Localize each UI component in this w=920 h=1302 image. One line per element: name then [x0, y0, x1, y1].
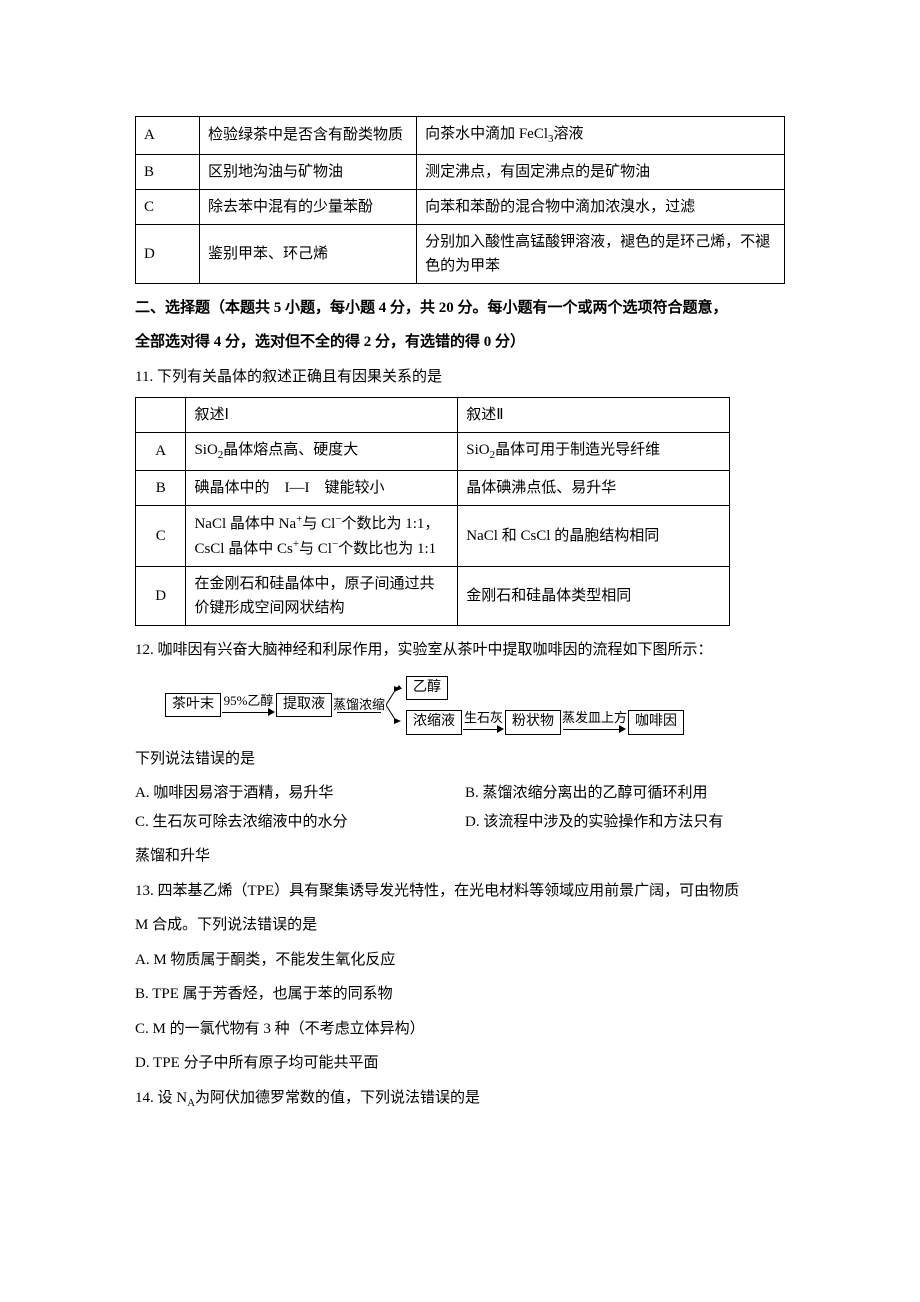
option: D. 该流程中涉及的实验操作和方法只有 [465, 808, 723, 837]
table-row: B 区别地沟油与矿物油 测定沸点，有固定沸点的是矿物油 [136, 154, 785, 189]
arrow-label: 生石灰 [464, 711, 503, 725]
cell-s2: 晶体碘沸点低、易升华 [458, 470, 730, 505]
option-cont: 蒸馏和升华 [135, 842, 790, 871]
section-heading: 全部选对得 4 分，选对但不全的得 2 分，有选错的得 0 分） [135, 328, 790, 357]
question-sub: 下列说法错误的是 [135, 745, 790, 774]
question-stem: M 合成。下列说法错误的是 [135, 911, 790, 940]
flow-node: 茶叶末 [165, 693, 221, 717]
option: D. TPE 分子中所有原子均可能共平面 [135, 1049, 790, 1078]
flow-node: 提取液 [276, 693, 332, 717]
table-row: C NaCl 晶体中 Na+与 Cl−个数比为 1:1，CsCl 晶体中 Cs+… [136, 505, 730, 566]
table-row: D 在金刚石和硅晶体中，原子间通过共价键形成空间网状结构 金刚石和硅晶体类型相同 [136, 566, 730, 625]
flow-node: 乙醇 [406, 676, 448, 700]
flow-arrow: 95%乙醇 [222, 694, 275, 716]
flow-diagram: 茶叶末 95%乙醇 提取液 蒸馏浓缩 乙醇 浓缩液 生石灰 粉状物 [165, 676, 790, 734]
table-q11: 叙述Ⅰ 叙述Ⅱ A SiO2晶体熔点高、硬度大 SiO2晶体可用于制造光导纤维 … [135, 397, 730, 626]
flow-arrow: 蒸发皿上方 [562, 711, 627, 733]
cell-s2: 金刚石和硅晶体类型相同 [458, 566, 730, 625]
option: B. TPE 属于芳香烃，也属于苯的同系物 [135, 980, 790, 1009]
cell-method: 向苯和苯酚的混合物中滴加浓溴水，过滤 [417, 189, 785, 224]
flow-arrow: 生石灰 [463, 711, 504, 733]
cell-label: A [136, 117, 200, 155]
cell-label: D [136, 566, 186, 625]
flow-arrow: 蒸馏浓缩 [333, 698, 385, 713]
cell-purpose: 鉴别甲苯、环己烯 [199, 224, 416, 283]
table-row: C 除去苯中混有的少量苯酚 向苯和苯酚的混合物中滴加浓溴水，过滤 [136, 189, 785, 224]
option: C. M 的一氯代物有 3 种（不考虑立体异构） [135, 1015, 790, 1044]
cell-label: B [136, 154, 200, 189]
table-experiment: A 检验绿茶中是否含有酚类物质 向茶水中滴加 FeCl3溶液 B 区别地沟油与矿… [135, 116, 785, 284]
flow-fork [386, 679, 404, 731]
question-stem: 13. 四苯基乙烯（TPE）具有聚集诱导发光特性，在光电材料等领域应用前景广阔，… [135, 877, 790, 906]
section-heading: 二、选择题（本题共 5 小题，每小题 4 分，共 20 分。每小题有一个或两个选… [135, 294, 790, 323]
arrow-label: 95%乙醇 [224, 694, 274, 708]
question-stem: 14. 设 NA为阿伏加德罗常数的值，下列说法错误的是 [135, 1084, 790, 1114]
flow-node: 咖啡因 [628, 710, 684, 734]
cell-method: 测定沸点，有固定沸点的是矿物油 [417, 154, 785, 189]
cell-method: 分别加入酸性高锰酸钾溶液，褪色的是环己烯，不褪色的为甲苯 [417, 224, 785, 283]
cell-s1: 在金刚石和硅晶体中，原子间通过共价键形成空间网状结构 [186, 566, 458, 625]
arrow-label: 蒸馏浓缩 [333, 698, 385, 712]
flow-node: 浓缩液 [406, 710, 462, 734]
cell-header: 叙述Ⅱ [458, 398, 730, 433]
option: A. M 物质属于酮类，不能发生氧化反应 [135, 946, 790, 975]
cell-label: B [136, 470, 186, 505]
option: B. 蒸馏浓缩分离出的乙醇可循环利用 [465, 779, 708, 808]
cell-s2: SiO2晶体可用于制造光导纤维 [458, 433, 730, 471]
cell-blank [136, 398, 186, 433]
option: C. 生石灰可除去浓缩液中的水分 [135, 808, 465, 837]
question-stem: 12. 咖啡因有兴奋大脑神经和利尿作用，实验室从茶叶中提取咖啡因的流程如下图所示… [135, 636, 790, 665]
cell-s1: NaCl 晶体中 Na+与 Cl−个数比为 1:1，CsCl 晶体中 Cs+与 … [186, 505, 458, 566]
cell-s2: NaCl 和 CsCl 的晶胞结构相同 [458, 505, 730, 566]
option: A. 咖啡因易溶于酒精，易升华 [135, 779, 465, 808]
table-row: D 鉴别甲苯、环己烯 分别加入酸性高锰酸钾溶液，褪色的是环己烯，不褪色的为甲苯 [136, 224, 785, 283]
cell-method: 向茶水中滴加 FeCl3溶液 [417, 117, 785, 155]
question-stem: 11. 下列有关晶体的叙述正确且有因果关系的是 [135, 363, 790, 392]
cell-label: A [136, 433, 186, 471]
cell-purpose: 检验绿茶中是否含有酚类物质 [199, 117, 416, 155]
table-row: A 检验绿茶中是否含有酚类物质 向茶水中滴加 FeCl3溶液 [136, 117, 785, 155]
cell-purpose: 区别地沟油与矿物油 [199, 154, 416, 189]
arrow-label: 蒸发皿上方 [562, 711, 627, 725]
cell-label: C [136, 189, 200, 224]
table-row: A SiO2晶体熔点高、硬度大 SiO2晶体可用于制造光导纤维 [136, 433, 730, 471]
cell-s1: 碘晶体中的 I—I 键能较小 [186, 470, 458, 505]
cell-label: C [136, 505, 186, 566]
cell-purpose: 除去苯中混有的少量苯酚 [199, 189, 416, 224]
flow-node: 粉状物 [505, 710, 561, 734]
cell-label: D [136, 224, 200, 283]
fork-icon [386, 679, 404, 731]
table-row: B 碘晶体中的 I—I 键能较小 晶体碘沸点低、易升华 [136, 470, 730, 505]
cell-s1: SiO2晶体熔点高、硬度大 [186, 433, 458, 471]
table-header-row: 叙述Ⅰ 叙述Ⅱ [136, 398, 730, 433]
cell-header: 叙述Ⅰ [186, 398, 458, 433]
